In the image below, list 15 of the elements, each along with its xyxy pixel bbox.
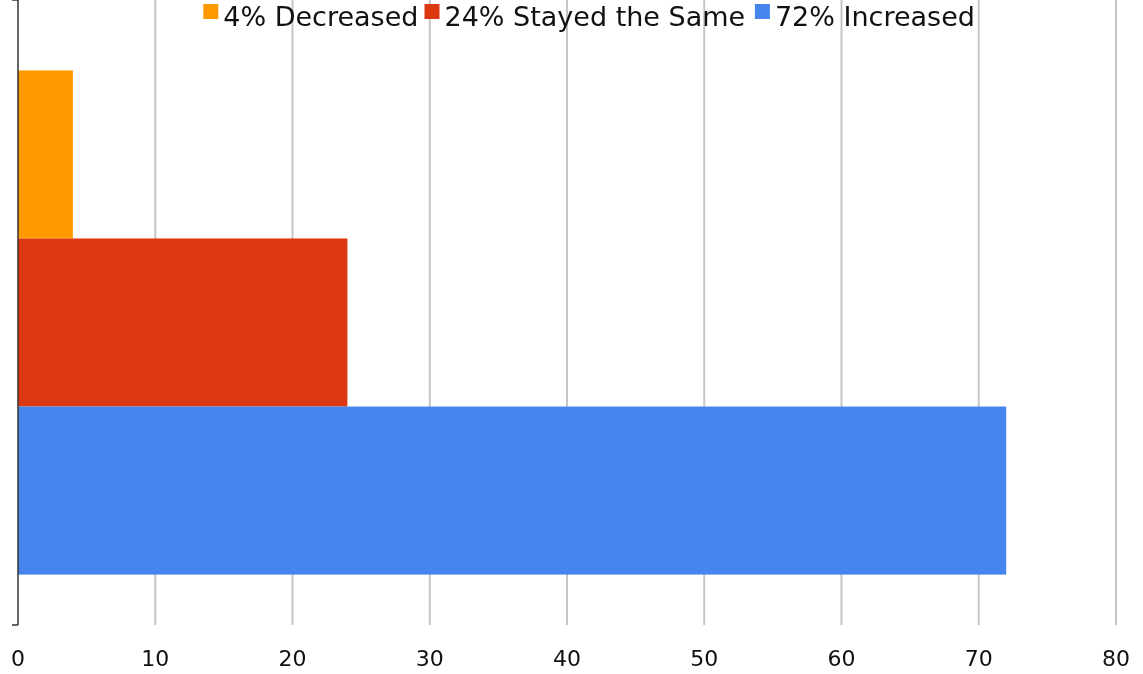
legend-label: 4% Decreased: [223, 1, 419, 32]
bar: [18, 238, 348, 407]
bar: [18, 406, 1007, 575]
x-tick-label: 70: [964, 646, 993, 671]
legend-label: 72% Increased: [774, 1, 975, 32]
x-tick-label: 30: [415, 646, 444, 671]
legend-label: 24% Stayed the Same: [444, 1, 746, 32]
x-tick-label: 20: [278, 646, 307, 671]
x-tick-label: 50: [690, 646, 719, 671]
x-tick-label: 0: [11, 646, 25, 671]
x-tick-label: 80: [1102, 646, 1130, 671]
x-tick-label: 60: [827, 646, 856, 671]
x-tick-label: 40: [553, 646, 581, 671]
x-tick-label: 10: [141, 646, 170, 671]
bar: [18, 70, 73, 239]
